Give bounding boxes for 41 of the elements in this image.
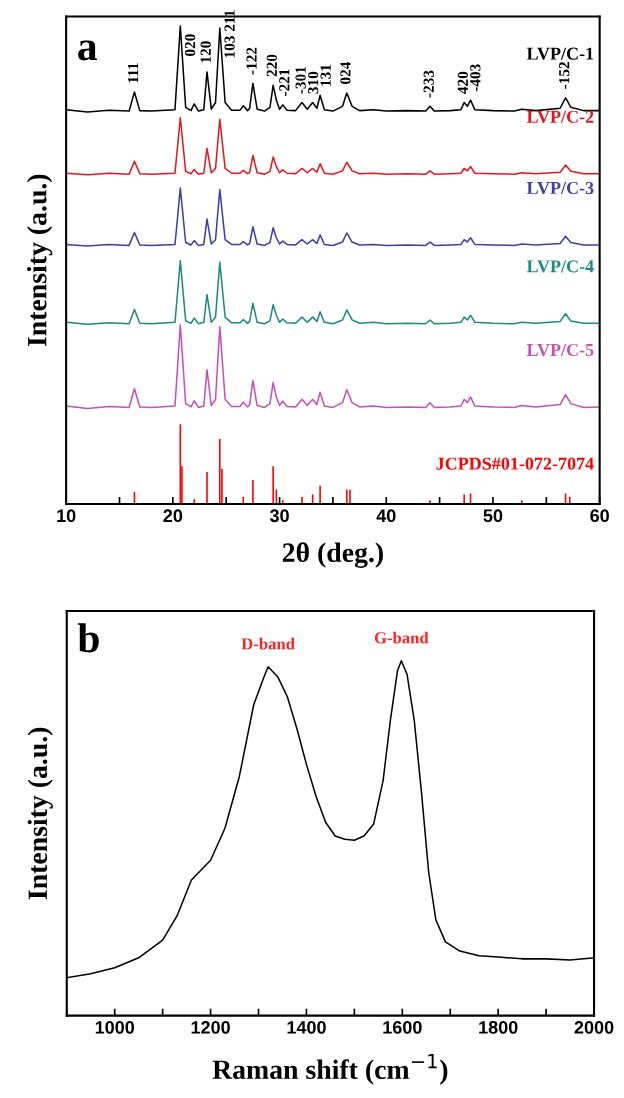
text: b	[77, 623, 99, 653]
x-tick-label: 1200	[191, 1020, 230, 1034]
annotation: -403	[470, 64, 481, 92]
text: LVP/C-5	[526, 343, 594, 357]
y-axis-title: Intensity (a.u.)	[27, 727, 53, 900]
x-tick-label: 1800	[479, 1020, 518, 1034]
text: LVP/C-1	[526, 47, 594, 60]
annotation: -152	[559, 62, 570, 89]
annotation: D-band	[241, 637, 295, 650]
x-tick-label: 40	[376, 509, 396, 523]
x-tick-label: 1400	[287, 1020, 326, 1034]
x-tick-label: 30	[269, 509, 289, 523]
annotation: -233	[423, 70, 434, 98]
text: LVP/C-2	[526, 110, 594, 123]
annotation: 020	[184, 34, 196, 56]
annotation: 420	[457, 71, 468, 94]
annotation: a	[78, 40, 98, 61]
x-tick-label: 2000	[574, 1020, 614, 1034]
x-tick-label: 20	[163, 509, 183, 523]
annotation: 310	[307, 71, 319, 94]
x-tick-label: 50	[483, 509, 503, 523]
series-label: JCPDS#01-072-7074	[436, 457, 594, 470]
annotation: -301	[295, 66, 306, 94]
text: LVP/C-4	[526, 260, 594, 273]
x-tick-label: 60	[590, 509, 609, 523]
annotation: -122	[246, 47, 257, 75]
text: LVP/C-3	[526, 181, 594, 195]
x-axis-title: 2θ (deg.)	[282, 542, 383, 568]
annotation: 024	[340, 61, 351, 85]
annotation: 220	[266, 54, 277, 77]
x-axis-title: Raman shift (cm$^{−1}$)	[212, 1054, 448, 1085]
y-axis-title: Intensity (a.u.)	[26, 174, 53, 347]
annotation: 120	[200, 41, 211, 63]
annotation: 131	[320, 64, 331, 86]
annotation: 103 211	[224, 10, 235, 58]
x-tick-label: 1600	[383, 1020, 422, 1034]
x-tick-label: 1000	[95, 1020, 135, 1034]
x-tick-label: 10	[57, 509, 76, 523]
annotation: 111	[128, 63, 139, 83]
annotation: -221	[279, 69, 290, 96]
annotation: G-band	[374, 631, 429, 644]
